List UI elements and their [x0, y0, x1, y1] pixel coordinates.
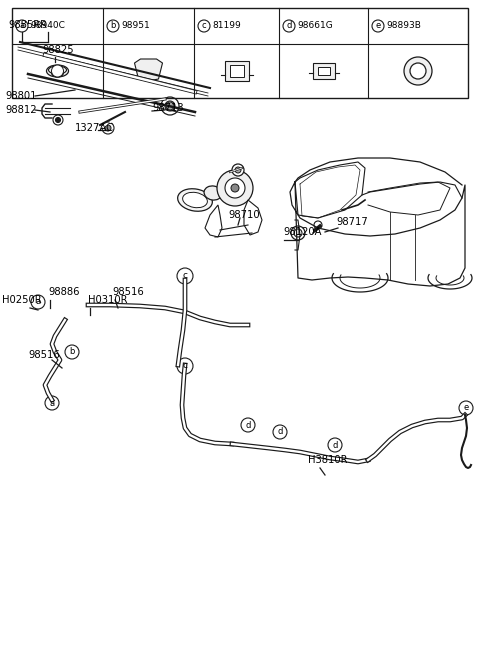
Circle shape	[217, 170, 253, 206]
Text: d: d	[277, 428, 283, 436]
Text: H0250R: H0250R	[2, 295, 42, 305]
Text: d: d	[245, 420, 251, 430]
Circle shape	[51, 65, 63, 77]
Text: c: c	[182, 272, 188, 281]
Ellipse shape	[47, 65, 69, 77]
Circle shape	[294, 229, 302, 237]
Circle shape	[291, 226, 305, 240]
Text: 98516: 98516	[28, 350, 60, 360]
Circle shape	[31, 295, 45, 309]
Circle shape	[177, 358, 193, 374]
Text: d: d	[332, 440, 338, 449]
Circle shape	[410, 63, 426, 79]
Circle shape	[273, 425, 287, 439]
Circle shape	[459, 401, 473, 415]
Text: 98951: 98951	[121, 22, 150, 30]
Circle shape	[328, 438, 342, 452]
Circle shape	[231, 184, 239, 192]
Text: c: c	[182, 361, 188, 371]
Circle shape	[102, 122, 114, 134]
Text: a: a	[36, 298, 41, 306]
Text: 98710: 98710	[228, 210, 260, 220]
Text: 98801: 98801	[5, 91, 36, 101]
Circle shape	[53, 115, 63, 125]
Ellipse shape	[178, 189, 212, 211]
Text: 98661G: 98661G	[297, 22, 333, 30]
Bar	[317, 67, 329, 75]
Text: 98713: 98713	[152, 103, 184, 113]
Text: 98120A: 98120A	[283, 227, 322, 237]
Text: a: a	[19, 22, 24, 30]
Text: e: e	[375, 22, 381, 30]
Circle shape	[105, 125, 111, 131]
Bar	[225, 61, 249, 81]
Text: 98893B: 98893B	[386, 22, 421, 30]
Circle shape	[235, 167, 241, 173]
Circle shape	[372, 20, 384, 32]
Text: 81199: 81199	[212, 22, 241, 30]
Text: c: c	[202, 22, 206, 30]
Ellipse shape	[204, 186, 222, 200]
Text: d: d	[286, 22, 292, 30]
Polygon shape	[134, 59, 163, 81]
Text: 98940C: 98940C	[30, 22, 65, 30]
Text: 98886: 98886	[48, 287, 80, 297]
Circle shape	[161, 97, 179, 115]
Circle shape	[107, 20, 119, 32]
Text: H3810R: H3810R	[308, 455, 348, 465]
Circle shape	[65, 345, 79, 359]
Circle shape	[404, 57, 432, 85]
Circle shape	[283, 20, 295, 32]
Text: 98825: 98825	[42, 45, 73, 55]
Circle shape	[314, 221, 322, 229]
Ellipse shape	[182, 192, 207, 208]
Text: b: b	[69, 348, 75, 356]
Circle shape	[177, 268, 193, 284]
Circle shape	[232, 164, 244, 176]
Bar	[12, 8, 468, 98]
Circle shape	[198, 20, 210, 32]
Ellipse shape	[48, 66, 67, 74]
Circle shape	[241, 418, 255, 432]
Text: 98812: 98812	[5, 105, 36, 115]
Circle shape	[45, 396, 59, 410]
Text: a: a	[49, 398, 55, 407]
Text: H0310R: H0310R	[88, 295, 128, 305]
Text: 98717: 98717	[336, 217, 368, 227]
Circle shape	[16, 20, 28, 32]
Bar	[229, 65, 243, 77]
Circle shape	[225, 178, 245, 198]
Bar	[312, 63, 335, 79]
Text: 1327AC: 1327AC	[75, 123, 114, 133]
Circle shape	[165, 101, 175, 111]
Circle shape	[56, 117, 60, 123]
Ellipse shape	[51, 69, 63, 77]
Circle shape	[166, 102, 174, 110]
Text: e: e	[463, 403, 468, 413]
Text: b: b	[110, 22, 116, 30]
Text: 98516: 98516	[112, 287, 144, 297]
Text: 9885RR: 9885RR	[8, 20, 47, 30]
